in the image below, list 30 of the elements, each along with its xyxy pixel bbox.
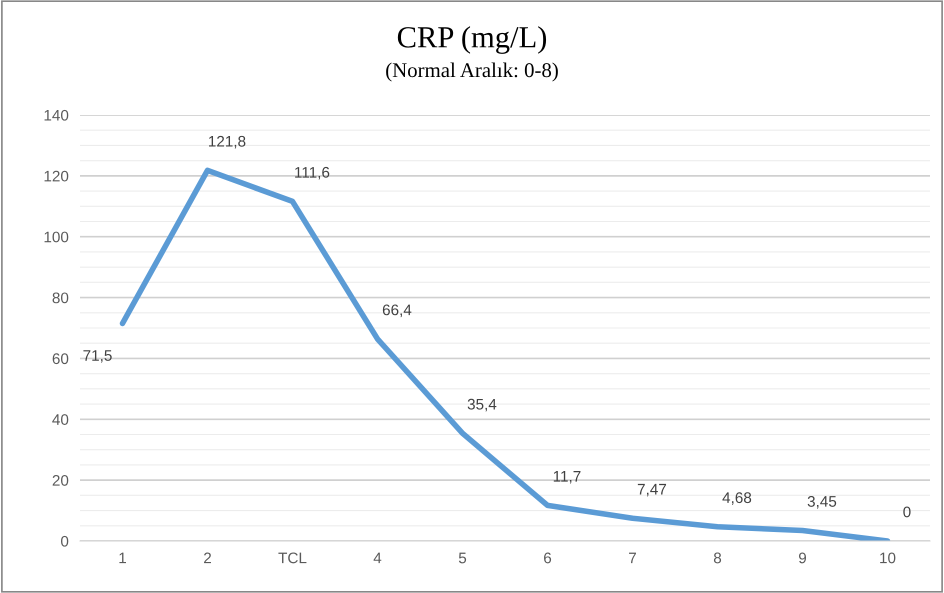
x-tick-label: 6 xyxy=(544,552,552,564)
x-tick-label: 5 xyxy=(458,552,466,564)
data-label: 7,47 xyxy=(638,484,666,496)
data-label: 4,68 xyxy=(722,492,752,505)
data-label: 111,6 xyxy=(295,166,330,180)
y-tick-label: 0 xyxy=(60,536,68,547)
x-tick-label: 2 xyxy=(204,552,211,564)
data-label: 71,5 xyxy=(83,350,112,363)
y-tick-label: 80 xyxy=(52,292,68,304)
data-label: 0 xyxy=(903,506,911,518)
x-tick-label: 7 xyxy=(629,552,636,564)
x-tick-label: 10 xyxy=(880,552,896,564)
data-label: 121,8 xyxy=(208,136,246,149)
x-tick-label: 9 xyxy=(798,552,806,564)
x-tick-label: 1 xyxy=(119,552,126,564)
data-label: 11,7 xyxy=(554,471,580,484)
data-label: 66,4 xyxy=(382,304,412,318)
data-label: 35,4 xyxy=(468,398,496,412)
y-tick-label: 20 xyxy=(52,475,68,486)
y-tick-label: 100 xyxy=(44,232,68,242)
y-tick-label: 140 xyxy=(44,110,68,121)
x-tick-label: TCL xyxy=(278,552,306,564)
x-tick-label: 8 xyxy=(714,552,722,564)
x-tick-label: 4 xyxy=(374,552,382,564)
y-tick-label: 120 xyxy=(44,170,68,182)
y-tick-label: 60 xyxy=(52,353,68,364)
chart-subtitle: (Normal Aralık: 0-8) xyxy=(386,62,558,82)
y-tick-label: 40 xyxy=(52,414,68,425)
chart-title: CRP (mg/L) xyxy=(398,26,546,54)
data-label: 3,45 xyxy=(808,496,836,509)
